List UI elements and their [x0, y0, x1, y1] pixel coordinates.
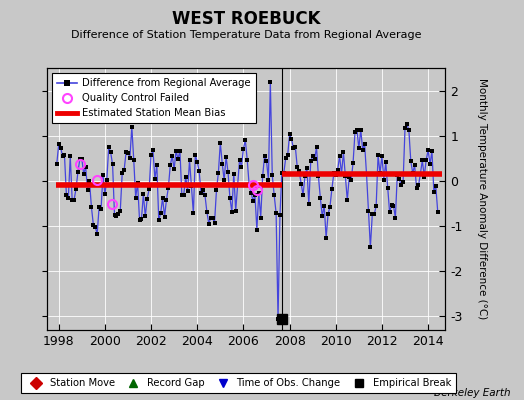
Text: Berkeley Earth: Berkeley Earth [434, 388, 511, 398]
Y-axis label: Monthly Temperature Anomaly Difference (°C): Monthly Temperature Anomaly Difference (… [476, 78, 486, 320]
Legend: Station Move, Record Gap, Time of Obs. Change, Empirical Break: Station Move, Record Gap, Time of Obs. C… [21, 373, 456, 393]
Legend: Difference from Regional Average, Quality Control Failed, Estimated Station Mean: Difference from Regional Average, Qualit… [52, 73, 256, 123]
Text: Difference of Station Temperature Data from Regional Average: Difference of Station Temperature Data f… [71, 30, 421, 40]
Text: WEST ROEBUCK: WEST ROEBUCK [172, 10, 321, 28]
